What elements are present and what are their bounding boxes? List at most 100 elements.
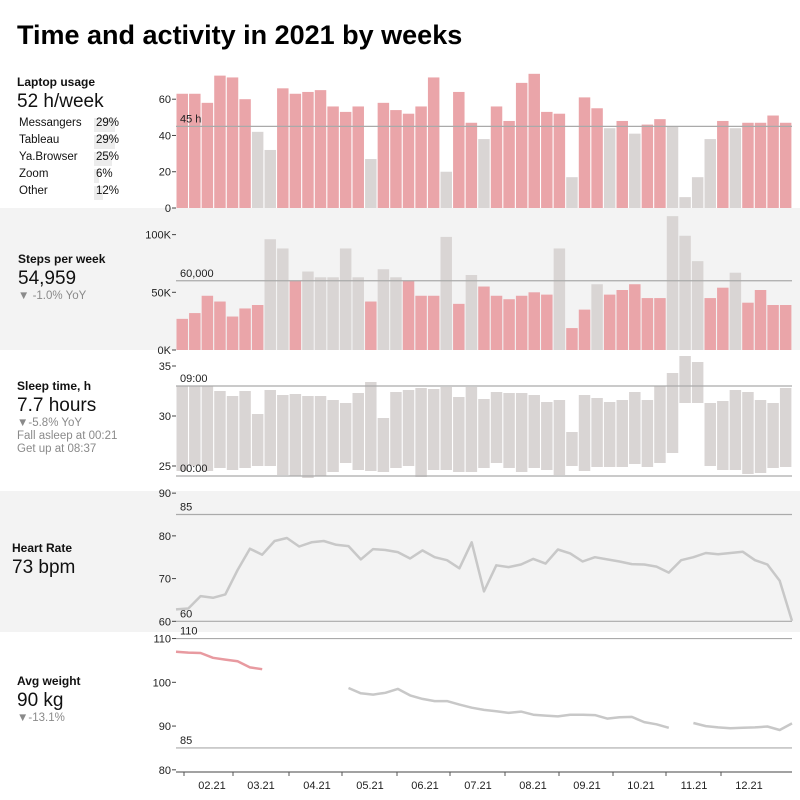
app-breakdown: Messangers 29% Tableau 29% Ya.Browser 25… <box>19 117 139 202</box>
steps-bar <box>226 316 239 350</box>
x-axis-tick-label: 10.21 <box>627 780 655 792</box>
app-share-bar <box>94 118 115 132</box>
steps-bar <box>478 286 490 350</box>
laptop-bar <box>742 122 754 208</box>
weight-tick-label: 80 <box>159 765 171 777</box>
laptop-bar <box>654 119 666 208</box>
app-share: 6% <box>96 168 113 180</box>
laptop-bar <box>490 106 503 208</box>
sleep-bar <box>427 389 440 470</box>
laptop-bar <box>578 97 591 208</box>
sleep-bar <box>767 403 779 468</box>
steps-bar <box>717 287 729 350</box>
laptop-bar <box>603 128 616 208</box>
sleep-bar <box>578 395 591 471</box>
sleep-bar <box>302 396 314 478</box>
app-row: Messangers 29% <box>19 117 139 134</box>
steps-bar <box>176 318 188 350</box>
x-axis-tick-label: 04.21 <box>303 780 331 792</box>
laptop-tick-label: 40 <box>159 130 171 142</box>
weight-tick-label: 110 <box>153 634 171 646</box>
sleep-getup-time: Get up at 08:37 <box>17 443 97 455</box>
laptop-bar <box>729 128 742 208</box>
weight-line-highlight <box>175 650 263 671</box>
laptop-bar <box>289 93 302 208</box>
steps-bar <box>214 301 226 350</box>
app-name: Tableau <box>19 134 60 146</box>
app-share: 29% <box>96 134 120 146</box>
x-axis-tick-label: 09.21 <box>573 780 601 792</box>
steps-bar <box>541 294 553 350</box>
sleep-bar <box>277 395 289 475</box>
app-share-bar <box>94 186 103 200</box>
app-share-bar <box>94 169 99 183</box>
sleep-bar <box>629 392 641 464</box>
laptop-value: 52 h/week <box>17 91 104 112</box>
app-share-bar <box>94 152 112 166</box>
steps-bar <box>251 305 264 350</box>
sleep-bar <box>339 403 352 463</box>
sleep-bar <box>654 386 666 463</box>
laptop-bar <box>201 102 214 208</box>
sleep-bar <box>264 390 276 466</box>
laptop-bar <box>541 111 553 208</box>
app-row: Zoom 6% <box>19 168 139 185</box>
steps-bar <box>277 248 289 350</box>
sleep-bar <box>591 398 603 467</box>
steps-bar <box>754 290 767 350</box>
weight-line <box>348 686 670 730</box>
steps-tick-label: 0K <box>158 345 172 357</box>
sleep-bar <box>327 400 339 472</box>
x-axis-tick-label: 06.21 <box>411 780 439 792</box>
laptop-bar <box>339 111 352 208</box>
laptop-bar <box>779 122 792 208</box>
x-axis-tick-label: 02.21 <box>198 780 226 792</box>
laptop-bar <box>566 177 578 208</box>
app-share: 29% <box>96 117 120 129</box>
sleep-bar <box>415 388 427 477</box>
laptop-bar <box>679 197 691 208</box>
sleep-bar <box>779 388 792 467</box>
steps-bar <box>390 277 402 350</box>
laptop-bar <box>616 120 628 208</box>
steps-bar <box>704 298 716 350</box>
steps-bar <box>578 309 591 350</box>
steps-bar <box>603 294 616 350</box>
laptop-bar <box>629 133 641 208</box>
weight-tick-label: 100 <box>153 677 171 689</box>
laptop-bar <box>251 131 264 208</box>
steps-bar <box>591 284 603 350</box>
laptop-bar <box>427 77 440 208</box>
steps-bar <box>566 328 578 350</box>
steps-bar <box>377 269 390 350</box>
sleep-bar <box>440 387 452 470</box>
app-share: 12% <box>96 185 120 197</box>
laptop-bar <box>189 93 201 208</box>
steps-bar <box>440 236 452 350</box>
x-axis-tick-label: 12.21 <box>735 780 763 792</box>
app-name: Zoom <box>19 168 49 180</box>
heart-tick-label: 90 <box>159 488 171 500</box>
sleep-bar <box>729 390 742 470</box>
sleep-bar <box>352 393 364 470</box>
laptop-bar <box>754 122 767 208</box>
steps-bar <box>465 275 478 350</box>
sleep-bar <box>314 396 327 476</box>
steps-bar <box>314 277 327 350</box>
laptop-bar <box>553 113 566 208</box>
steps-value: 54,959 <box>18 268 77 289</box>
sleep-bar <box>226 396 239 470</box>
laptop-bar <box>402 113 415 208</box>
steps-bar <box>629 284 641 350</box>
sleep-bar <box>717 401 729 470</box>
sleep-bar <box>666 373 679 453</box>
steps-bar <box>352 277 364 350</box>
steps-bar <box>528 292 540 350</box>
steps-yoy: ▼ -1.0% YoY <box>18 290 87 302</box>
heart-tick-label: 80 <box>159 531 171 543</box>
steps-bar <box>239 308 251 350</box>
sleep-reference-label: 09:00 <box>180 373 208 385</box>
sleep-bar <box>691 362 704 403</box>
steps-bar <box>691 261 704 350</box>
